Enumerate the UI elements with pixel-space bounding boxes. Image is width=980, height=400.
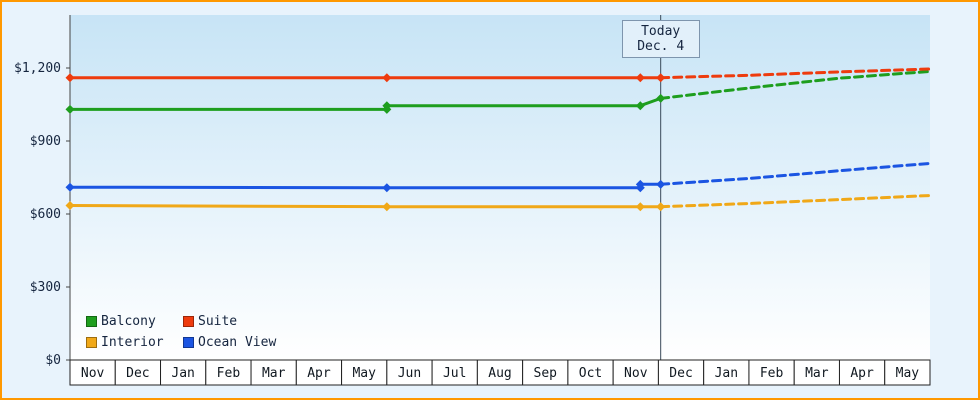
interior-marker	[382, 202, 392, 212]
balcony-marker	[382, 101, 392, 111]
suite-projected-line	[659, 67, 932, 80]
x-axis-month-label: Feb	[760, 366, 784, 381]
ocean-view-marker	[65, 182, 75, 192]
x-axis-month-cell	[341, 359, 388, 386]
x-axis-month-cell	[431, 359, 478, 386]
interior-marker	[635, 202, 645, 212]
legend-label-balcony: Balcony	[101, 314, 156, 329]
suite-marker	[382, 73, 392, 83]
x-axis-month-cell	[567, 359, 614, 386]
x-axis-month-cell	[205, 359, 252, 386]
x-axis-month-label: Sep	[534, 366, 558, 381]
x-axis-month-cell	[386, 359, 433, 386]
ocean-view-marker	[382, 183, 392, 193]
x-axis-month-cell	[295, 359, 343, 386]
balcony-marker	[656, 93, 666, 103]
balcony-marker	[635, 101, 645, 111]
balcony-projected-line	[659, 69, 932, 100]
interior-marker	[65, 200, 75, 210]
suite-marker	[656, 73, 666, 83]
x-axis-month-label: Jun	[398, 366, 421, 381]
ocean-view-marker	[656, 179, 666, 189]
x-axis-month-cell	[657, 359, 705, 386]
legend-label-interior: Interior	[101, 335, 164, 350]
y-axis-tick-label: $900	[30, 134, 61, 149]
x-axis-month-label: Dec	[669, 366, 692, 381]
balcony-marker	[65, 104, 75, 114]
ocean-view-marker	[635, 179, 645, 189]
balcony-color-swatch	[86, 316, 97, 327]
y-axis-tick-label: $300	[30, 280, 61, 295]
x-axis-month-cell	[114, 359, 162, 386]
interior-color-swatch	[86, 337, 97, 348]
legend-item-balcony: Balcony	[86, 314, 183, 329]
x-axis-month-label: May	[352, 366, 376, 381]
ocean-view-projected-line	[659, 161, 932, 186]
legend-item-interior: Interior	[86, 335, 183, 350]
x-axis-month-label: Mar	[262, 366, 286, 381]
y-axis-tick-label: $0	[45, 353, 61, 368]
x-axis-month-label: May	[896, 366, 920, 381]
y-axis-tick-label: $1,200	[14, 61, 61, 76]
x-axis-month-cell	[793, 359, 840, 386]
x-axis-month-cell	[612, 359, 659, 386]
x-axis-month-cell	[703, 359, 750, 386]
today-marker-label: Today Dec. 4	[621, 20, 700, 58]
legend: Balcony Suite Interior Ocean View	[86, 314, 276, 350]
x-axis-month-cell	[884, 359, 931, 386]
legend-item-ocean-view: Ocean View	[183, 335, 276, 350]
x-axis-month-label: Feb	[217, 366, 241, 381]
interior-price-line	[68, 204, 663, 209]
today-label-line1: Today	[641, 24, 681, 39]
x-axis-month-label: Mar	[805, 366, 829, 381]
suite-color-swatch	[183, 316, 194, 327]
x-axis-month-label: Apr	[850, 366, 874, 381]
x-axis-month-label: Aug	[488, 366, 511, 381]
x-axis-month-cell	[476, 359, 524, 386]
x-axis-month-label: Dec	[126, 366, 149, 381]
x-axis-month-cell	[522, 359, 569, 386]
legend-label-ocean-view: Ocean View	[198, 335, 277, 350]
x-axis-month-label: Apr	[307, 366, 331, 381]
today-label-line2: Dec. 4	[637, 39, 685, 54]
ocean-view-color-swatch	[183, 337, 194, 348]
x-axis-month-cell	[160, 359, 207, 386]
interior-projected-line	[659, 194, 932, 209]
x-axis-month-label: Nov	[624, 366, 648, 381]
suite-marker	[65, 73, 75, 83]
legend-label-suite: Suite	[198, 314, 238, 329]
legend-item-suite: Suite	[183, 314, 276, 329]
x-axis-month-cell	[838, 359, 886, 386]
x-axis-month-label: Jan	[171, 366, 194, 381]
x-axis-month-label: Jan	[715, 366, 738, 381]
suite-marker	[635, 73, 645, 83]
x-axis-month-label: Nov	[81, 366, 105, 381]
x-axis-month-label: Oct	[579, 366, 602, 381]
y-axis-tick-label: $600	[30, 207, 61, 222]
interior-marker	[656, 202, 666, 212]
x-axis-month-label: Jul	[443, 366, 466, 381]
